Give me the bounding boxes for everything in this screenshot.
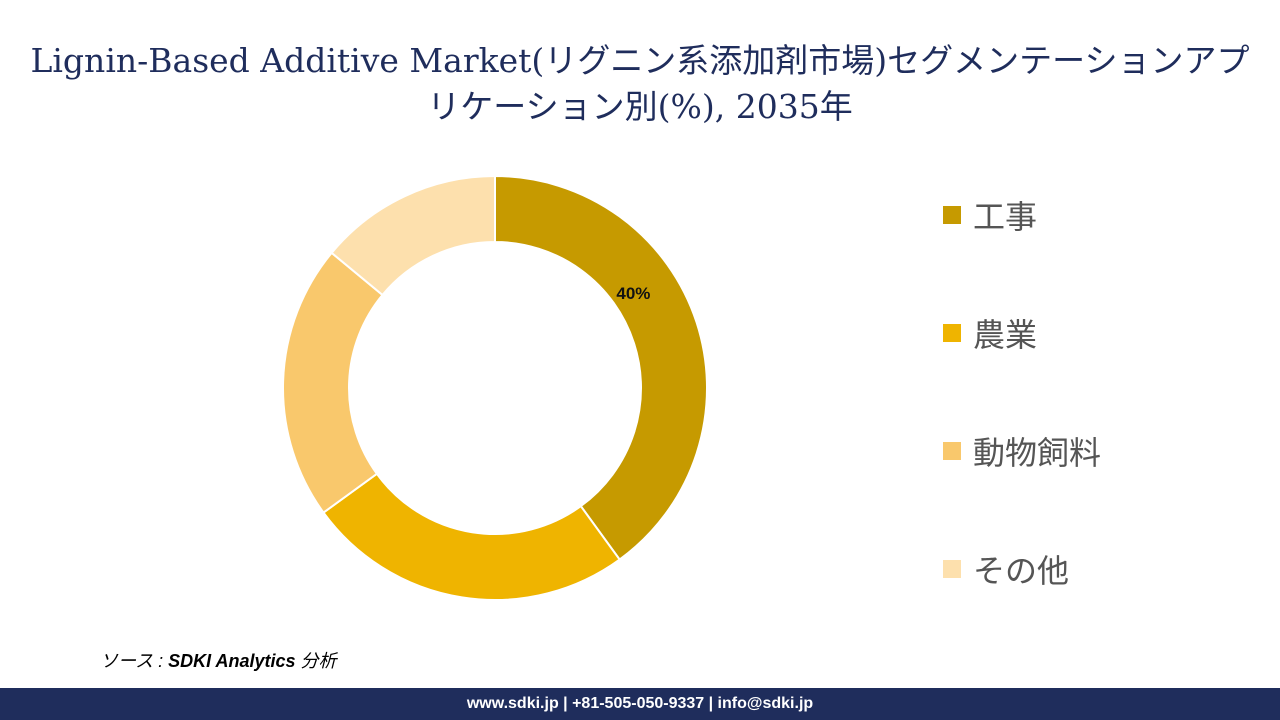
source-name: SDKI Analytics: [168, 651, 296, 671]
legend-item-3: 動物飼料: [943, 428, 1263, 474]
legend-label: 農業: [973, 316, 1038, 354]
source-note: ソース : SDKI Analytics 分析: [100, 647, 337, 673]
legend-swatch: [943, 560, 961, 578]
donut-chart: 40%: [282, 174, 708, 601]
donut-slice-3: [282, 251, 384, 515]
legend-item-2: 農業: [943, 310, 1263, 356]
source-suffix: 分析: [295, 651, 337, 671]
donut-slice-2: [322, 472, 622, 601]
legend-label: 動物飼料: [973, 434, 1102, 472]
data-label-1: 40%: [616, 284, 650, 303]
legend-swatch: [943, 442, 961, 460]
donut-slice-4: [330, 174, 496, 297]
legend-label: 工事: [973, 198, 1038, 236]
chart-title: Lignin-Based Additive Market(リグニン系添加剤市場)…: [30, 41, 1250, 126]
footer-contact: www.sdki.jp | +81-505-050-9337 | info@sd…: [0, 688, 1280, 720]
legend-label: その他: [973, 552, 1070, 590]
legend-item-4: その他: [943, 546, 1263, 592]
donut-slice-1: [494, 174, 708, 561]
legend-swatch: [943, 206, 961, 224]
legend-item-1: 工事: [943, 192, 1263, 238]
source-prefix: ソース :: [100, 651, 169, 671]
legend-swatch: [943, 324, 961, 342]
